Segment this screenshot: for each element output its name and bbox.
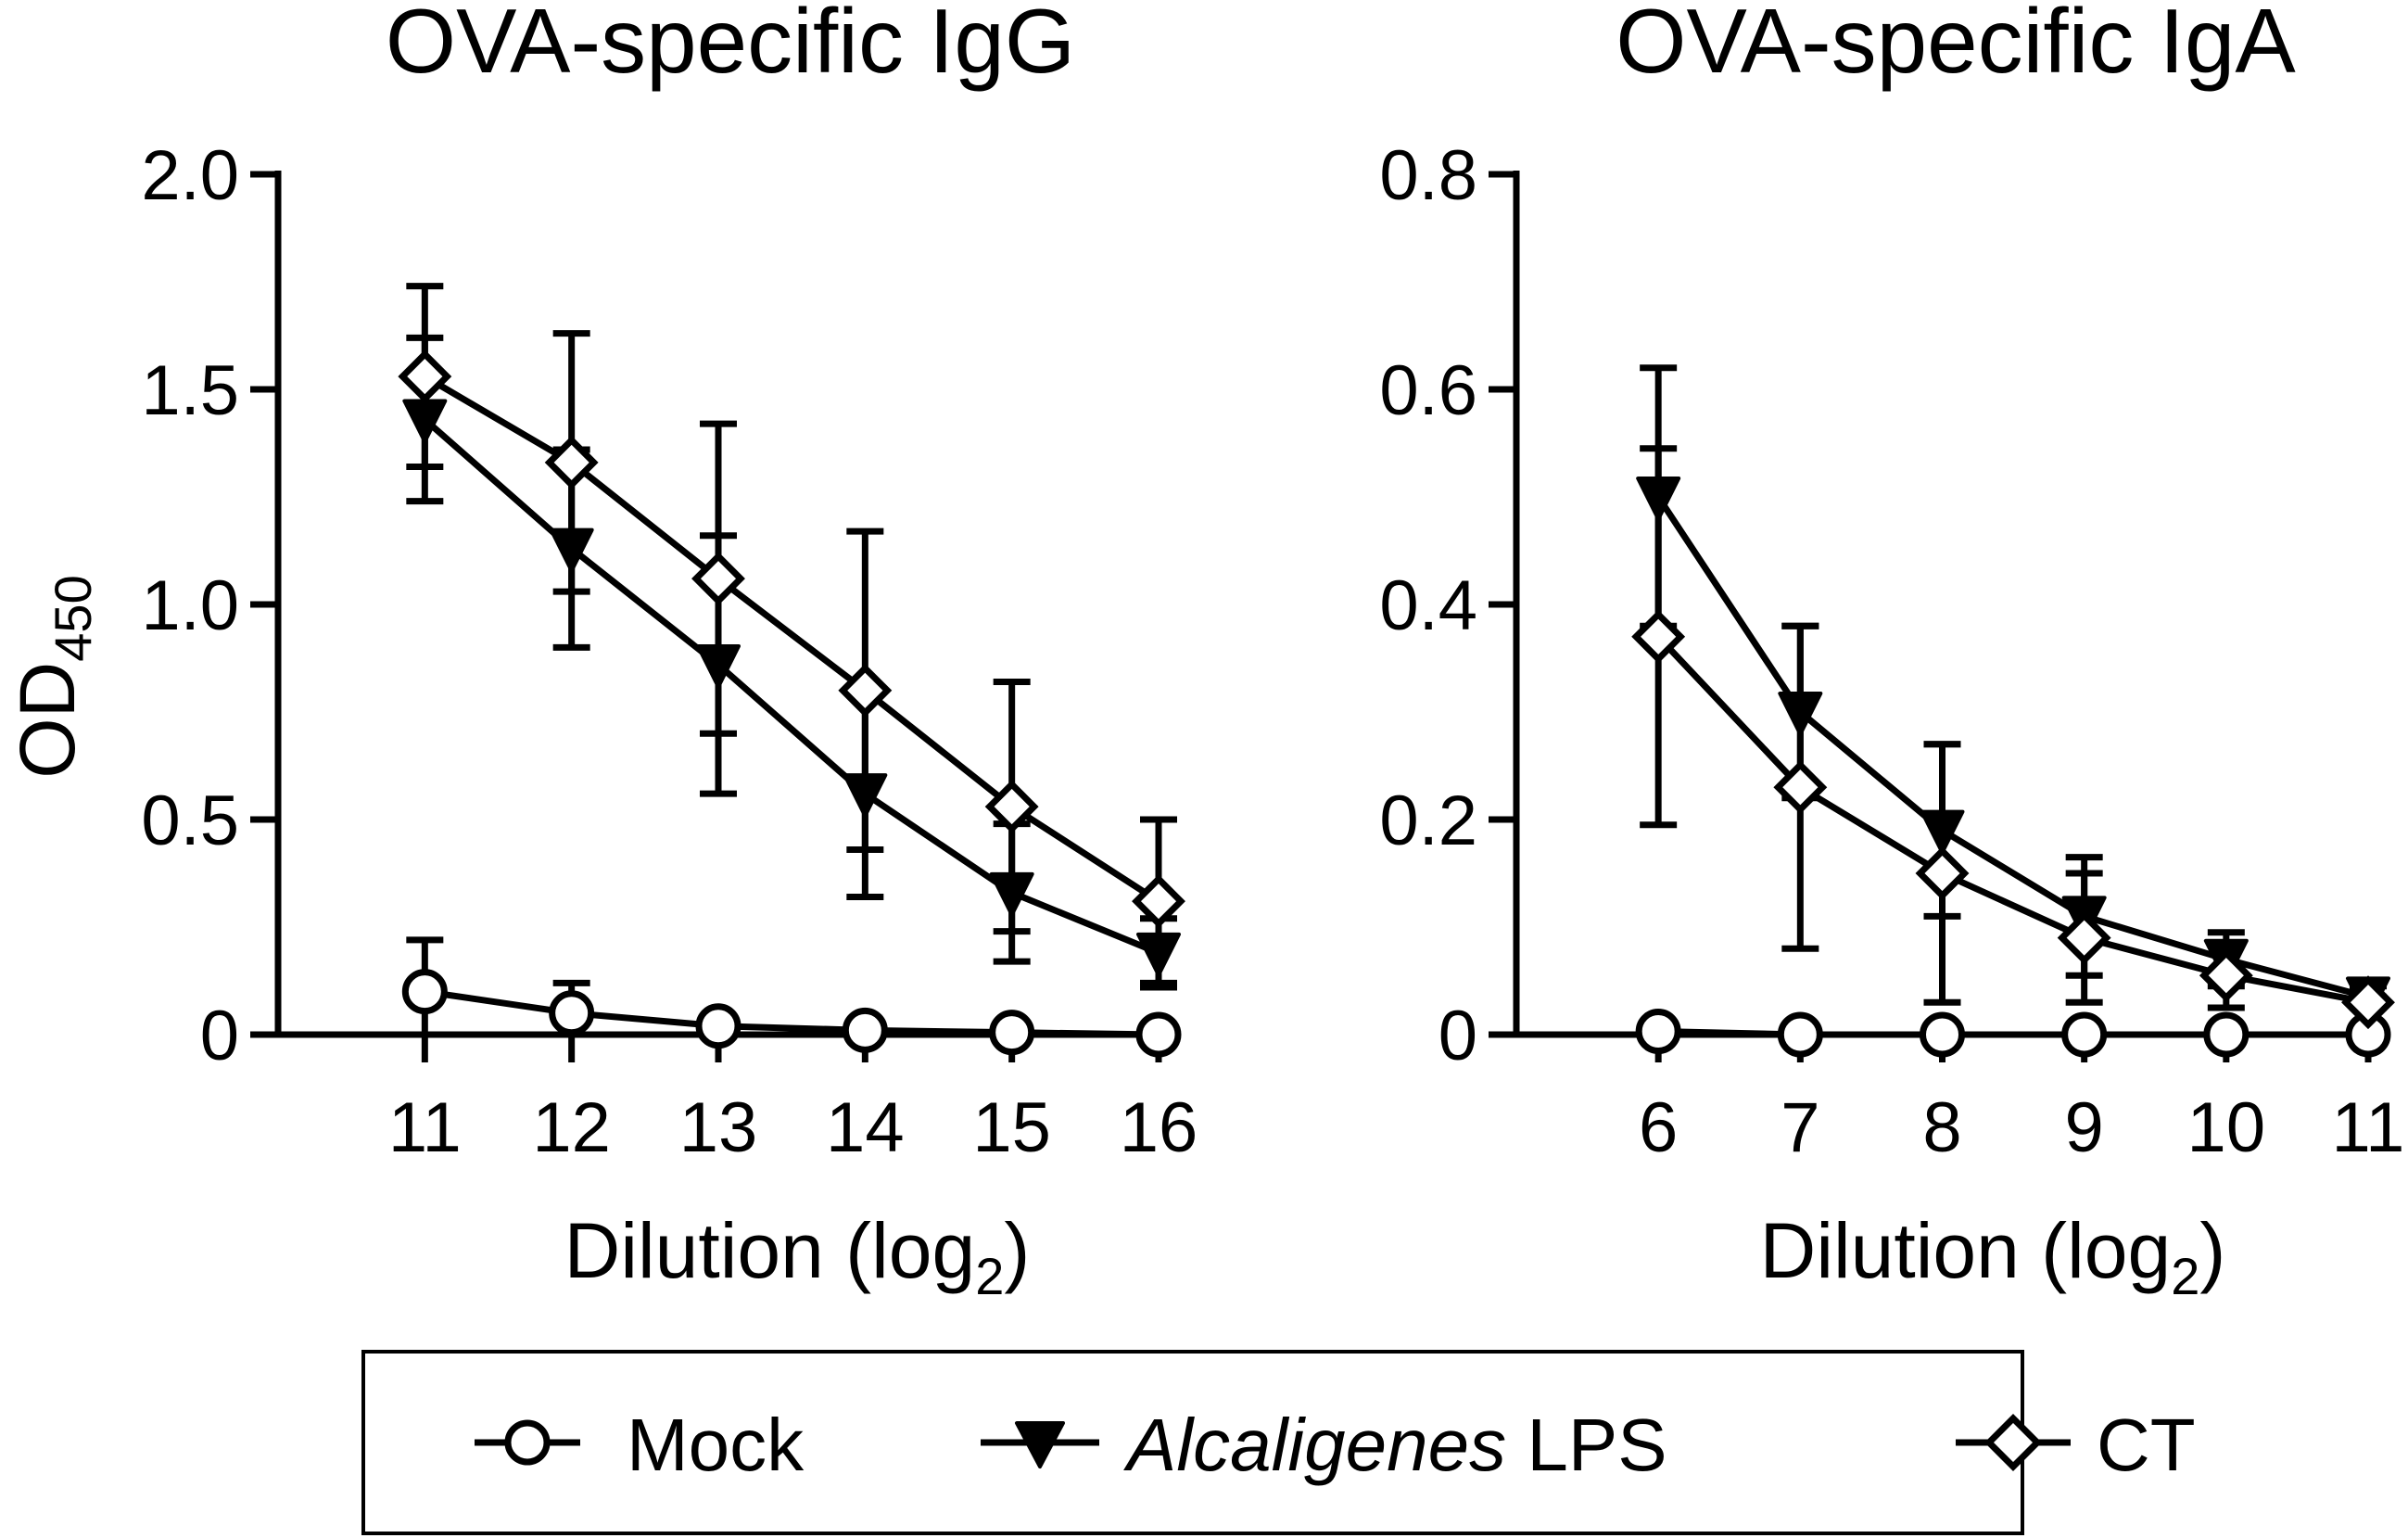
- x-tick-label: 14: [826, 1088, 905, 1167]
- series-line: [423, 416, 1160, 957]
- x-ticks: 11 12 13 14 15 16: [388, 1035, 1198, 1167]
- x-tick-label: 16: [1120, 1088, 1198, 1167]
- x-tick-label: 11: [388, 1088, 462, 1167]
- series-line: [1655, 634, 2369, 1006]
- data-point-diamond: [2199, 948, 2253, 1003]
- data-point-circle: [695, 1003, 741, 1049]
- data-point-circle: [2061, 1011, 2108, 1058]
- y-ticks: 0 0.2 0.4 0.6 0.8: [1379, 136, 1516, 1075]
- data-point-diamond: [1132, 874, 1185, 929]
- filled-triangle-down-marker-icon: [1015, 1421, 1065, 1468]
- legend-box: [361, 1350, 2024, 1535]
- y-tick-label: 0.6: [1379, 351, 1477, 430]
- data-point-circle: [842, 1007, 888, 1053]
- y-tick-label: 0: [200, 997, 239, 1075]
- y-ticks: 0 0.5 1.0 1.5 2.0: [141, 136, 278, 1075]
- data-point-diamond: [398, 350, 452, 404]
- data-point-diamond: [691, 552, 745, 606]
- y-tick-label: 0: [1438, 997, 1477, 1075]
- y-axis-label: OD450: [4, 575, 102, 778]
- legend-item-mock: Mock: [475, 1404, 805, 1486]
- y-tick-label: 0.8: [1379, 136, 1477, 215]
- x-tick-label: 10: [2187, 1088, 2266, 1167]
- x-tick-label: 8: [1922, 1088, 1961, 1167]
- y-axis-label-main: OD: [4, 662, 91, 779]
- chart-igg: OVA-specific IgG OD450 00.51.01.52.0 11 1…: [4, 0, 1198, 1305]
- data-point-diamond: [838, 663, 893, 718]
- x-axis-label-subscript: 2: [2171, 1247, 2199, 1305]
- data-point-circle: [2203, 1011, 2250, 1058]
- x-tick-label: 6: [1639, 1088, 1678, 1167]
- x-tick-label: 12: [532, 1088, 611, 1167]
- open-diamond-marker-icon: [1984, 1414, 2042, 1471]
- data-point-diamond: [1915, 846, 1970, 900]
- data-point-diamond: [1773, 760, 1828, 815]
- legend-label: Mock: [627, 1404, 805, 1486]
- chart-iga: OVA-specific IgA 00.20.40.60.8 6 7 8 9 10 11 …: [1379, 0, 2404, 1305]
- data-point-circle: [1920, 1011, 1965, 1058]
- x-axis-label-close: ): [2199, 1207, 2225, 1294]
- x-tick-label: 7: [1781, 1088, 1819, 1167]
- series-line: [423, 374, 1160, 905]
- y-tick-label: 0.5: [141, 782, 239, 860]
- x-tick-label: 13: [679, 1088, 758, 1167]
- x-axis-label: Dilution (log2): [1760, 1207, 2226, 1305]
- chart-title: OVA-specific IgG: [386, 0, 1075, 92]
- series-line: [424, 988, 1160, 1038]
- legend-label: CT: [2097, 1404, 2196, 1486]
- x-ticks: 6 7 8 9 10 11: [1639, 1035, 2404, 1167]
- data-point-diamond: [2341, 975, 2395, 1030]
- series-mock: [401, 936, 1182, 1058]
- y-tick-label: 2.0: [141, 136, 239, 215]
- y-axis-label-subscript: 450: [44, 575, 102, 661]
- data-point-diamond: [1631, 609, 1686, 664]
- x-axis-label-main: Dilution (log: [1760, 1207, 2172, 1294]
- data-point-circle: [549, 990, 595, 1036]
- legend-label: Alcaligenes LPS: [1123, 1404, 1667, 1486]
- legend-label-italic: Alcaligenes: [1123, 1404, 1506, 1486]
- series-group: [398, 283, 1185, 1058]
- series-mock: [1635, 1009, 2391, 1058]
- x-axis-label-subscript: 2: [975, 1247, 1004, 1305]
- open-circle-marker-icon: [504, 1419, 551, 1466]
- data-point-diamond: [984, 780, 1039, 834]
- x-axis-label: Dilution (log2): [564, 1207, 1031, 1305]
- series-line: [1655, 495, 2369, 1000]
- data-point-circle: [1777, 1011, 1823, 1058]
- series-ct: [1631, 445, 2395, 1030]
- data-point-circle: [1135, 1011, 1182, 1058]
- series-line: [1658, 1028, 2368, 1038]
- series-ct: [398, 283, 1185, 986]
- y-tick-label: 0.2: [1379, 782, 1477, 860]
- legend-item-ct: CT: [1956, 1404, 2196, 1486]
- chart-title: OVA-specific IgA: [1616, 0, 2296, 92]
- x-axis-label-main: Dilution (log: [564, 1207, 976, 1294]
- series-alcaligenes-lps: [1636, 364, 2390, 1022]
- data-point-diamond: [2057, 910, 2111, 965]
- x-tick-label: 11: [2332, 1088, 2405, 1167]
- data-point-diamond: [544, 435, 599, 489]
- y-tick-label: 1.0: [141, 566, 239, 645]
- x-tick-label: 9: [2065, 1088, 2104, 1167]
- data-point-circle: [1635, 1009, 1681, 1055]
- data-point-circle: [989, 1010, 1035, 1056]
- y-tick-label: 0.4: [1379, 566, 1477, 645]
- x-tick-label: 15: [972, 1088, 1051, 1167]
- legend-label-rest: LPS: [1506, 1404, 1667, 1486]
- legend: Mock Alcaligenes LPS CT: [361, 1350, 2196, 1535]
- series-group: [1631, 364, 2395, 1058]
- legend-item-alcaligenes-lps: Alcaligenes LPS: [981, 1404, 1667, 1486]
- y-tick-label: 1.5: [141, 351, 239, 430]
- data-point-circle: [401, 969, 448, 1015]
- x-axis-label-close: ): [1004, 1207, 1030, 1294]
